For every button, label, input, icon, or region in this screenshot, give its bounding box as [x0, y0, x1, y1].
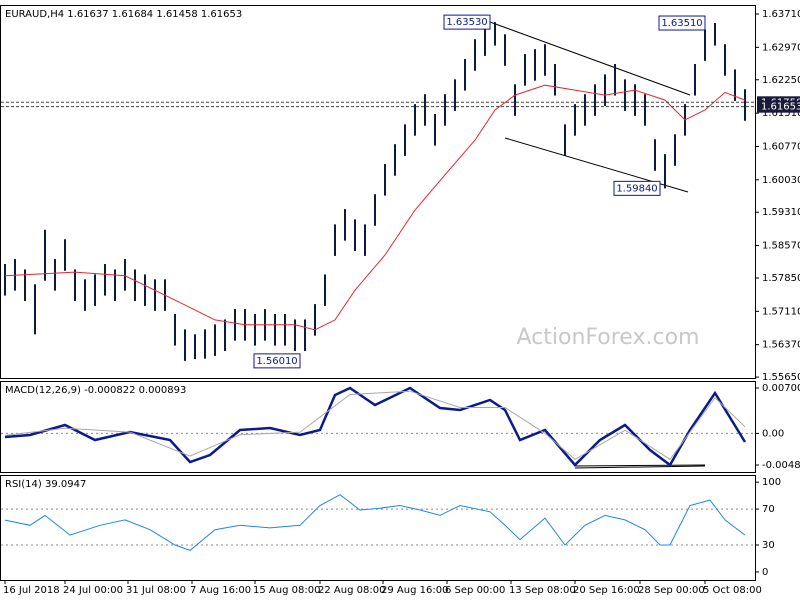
y-tick-label: 1.63710	[762, 9, 800, 20]
y-tick-label: 0.00	[762, 428, 784, 439]
indicator-line	[4, 386, 747, 467]
annotation-label: 1.63510	[661, 18, 702, 29]
annotation-label: 1.63530	[446, 17, 487, 28]
moving-average	[4, 84, 746, 331]
x-tick-label: 22 Aug 08:00	[318, 585, 385, 596]
y-tick-label: 1.60030	[762, 175, 800, 186]
y-tick-label: 1.61510	[762, 108, 800, 119]
macd-support-line	[574, 465, 706, 469]
x-tick-label: 28 Sep 00:00	[638, 585, 705, 596]
y-tick-label: 1.56370	[762, 340, 800, 351]
y-tick-label: 1.57110	[762, 306, 800, 317]
y-tick-label: 1.55650	[762, 372, 800, 383]
indicator-line	[4, 494, 746, 551]
y-tick-label: 1.62250	[762, 75, 800, 86]
x-tick-label: 20 Sep 16:00	[573, 585, 640, 596]
x-tick-label: 31 Jul 08:00	[126, 585, 186, 596]
x-tick-label: 7 Aug 16:00	[190, 585, 251, 596]
panel-frame	[0, 381, 756, 473]
macd-support-line	[574, 464, 706, 467]
y-tick-label: 1.59310	[762, 207, 800, 218]
y-tick-label: 1.62970	[762, 42, 800, 53]
price-label: 1.61653	[761, 102, 800, 113]
annotation-box	[613, 180, 661, 196]
y-tick-label: 1.57850	[762, 273, 800, 284]
panel-frame	[0, 5, 756, 379]
indicator-line	[4, 390, 746, 461]
y-tick-label: 100	[762, 477, 781, 488]
x-tick-label: 13 Sep 08:00	[509, 585, 576, 596]
x-tick-label: 5 Oct 08:00	[703, 585, 762, 596]
annotation-box	[443, 14, 491, 30]
watermark: ActionForex.com	[517, 325, 700, 350]
price-label-box	[757, 100, 800, 113]
annotation-box	[658, 15, 706, 31]
annotation-box	[253, 353, 301, 369]
panel-title: MACD(12,26,9) -0.000822 0.000893	[5, 385, 186, 396]
y-tick-label: 1.60770	[762, 141, 800, 152]
x-tick-label: 24 Jul 00:00	[63, 585, 123, 596]
y-tick-label: 70	[762, 504, 775, 515]
y-tick-label: 30	[762, 540, 775, 551]
x-tick-label: 15 Aug 08:00	[253, 585, 320, 596]
panel-title: EURAUD,H4 1.61637 1.61684 1.61458 1.6165…	[5, 9, 242, 20]
annotation-label: 1.56010	[256, 356, 297, 367]
x-tick-label: 16 Jul 2018	[3, 585, 60, 596]
panel-frame	[0, 475, 756, 581]
channel-top	[489, 21, 691, 96]
x-tick-label: 6 Sep 00:00	[445, 585, 505, 596]
annotation-label: 1.59840	[616, 183, 657, 194]
panel-title: RSI(14) 39.0947	[5, 479, 86, 490]
x-tick-label: 29 Aug 16:00	[381, 585, 448, 596]
y-tick-label: 0	[762, 567, 768, 578]
y-tick-label: 1.58570	[762, 241, 800, 252]
y-tick-label: 0.007003	[762, 383, 800, 394]
y-tick-label: -0.004873	[762, 460, 800, 471]
